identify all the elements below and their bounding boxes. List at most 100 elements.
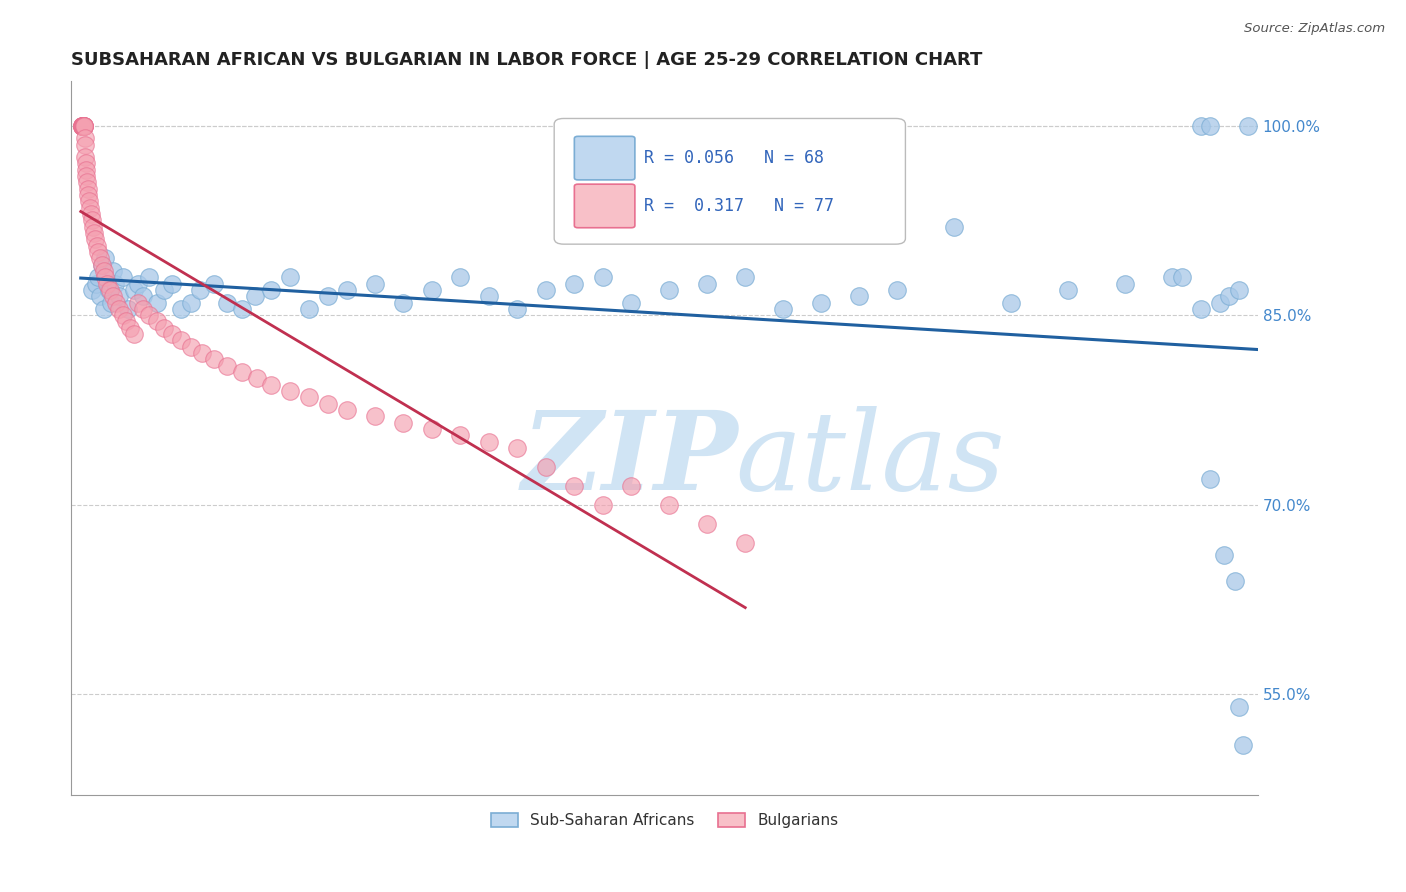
Point (1189, 119, 1212, 133)
Point (79, 201, 101, 215)
Point (94, 252, 117, 266)
Point (98, 283, 121, 297)
Point (231, 365, 253, 379)
Point (73, 119, 96, 133)
Point (734, 535, 756, 549)
Point (1223, 574, 1246, 588)
Legend: Sub-Saharan Africans, Bulgarians: Sub-Saharan Africans, Bulgarians (485, 807, 845, 834)
Point (202, 277, 225, 291)
Point (658, 283, 681, 297)
Point (449, 270, 471, 285)
Point (620, 295, 643, 310)
Point (93, 264, 115, 278)
Point (127, 295, 149, 310)
Point (1000, 295, 1022, 310)
Point (534, 283, 557, 297)
Point (1227, 283, 1250, 297)
FancyBboxPatch shape (554, 119, 905, 244)
Point (188, 283, 211, 297)
Point (478, 289, 501, 303)
Point (72, 119, 94, 133)
Point (564, 479, 586, 493)
Point (138, 308, 160, 322)
Point (82, 219, 104, 234)
Point (104, 277, 127, 291)
Text: R =  0.317   N = 77: R = 0.317 N = 77 (644, 196, 834, 215)
Point (111, 270, 134, 285)
Point (943, 219, 966, 234)
Point (101, 289, 124, 303)
Point (138, 270, 160, 285)
Point (215, 295, 238, 310)
Point (772, 301, 794, 316)
Point (70, 119, 93, 133)
Point (72, 119, 94, 133)
Point (160, 327, 183, 342)
Point (364, 277, 387, 291)
Point (170, 334, 193, 348)
Point (75, 156, 97, 170)
Point (420, 422, 443, 436)
Point (100, 295, 122, 310)
Point (145, 314, 167, 328)
Point (117, 301, 139, 316)
Point (101, 264, 124, 278)
Point (115, 314, 138, 328)
Point (87, 244, 110, 259)
Point (392, 416, 415, 430)
Point (145, 295, 167, 310)
Point (89, 252, 111, 266)
Point (191, 346, 214, 360)
Point (1209, 295, 1232, 310)
Point (259, 377, 281, 392)
Point (696, 277, 718, 291)
Point (72, 119, 94, 133)
Point (392, 295, 415, 310)
Point (70, 119, 93, 133)
Point (89, 289, 111, 303)
Point (72, 119, 94, 133)
Point (245, 289, 267, 303)
Point (1199, 472, 1222, 486)
Point (70, 119, 93, 133)
Point (84, 277, 107, 291)
Point (76, 182, 98, 196)
Point (202, 352, 225, 367)
Point (1171, 270, 1194, 285)
Point (1237, 119, 1260, 133)
Point (104, 295, 127, 310)
Point (90, 258, 112, 272)
Point (620, 479, 643, 493)
Point (1057, 283, 1080, 297)
Point (72, 119, 94, 133)
Point (72, 119, 94, 133)
Point (364, 409, 387, 424)
Point (1212, 549, 1234, 563)
Point (246, 371, 269, 385)
Point (506, 301, 529, 316)
Point (72, 119, 94, 133)
Point (1161, 270, 1184, 285)
Point (73, 131, 96, 145)
Point (848, 289, 870, 303)
Point (132, 301, 155, 316)
FancyBboxPatch shape (575, 136, 636, 180)
Point (180, 295, 202, 310)
Point (90, 258, 112, 272)
Text: SUBSAHARAN AFRICAN VS BULGARIAN IN LABOR FORCE | AGE 25-29 CORRELATION CHART: SUBSAHARAN AFRICAN VS BULGARIAN IN LABOR… (72, 51, 983, 69)
Point (696, 516, 718, 531)
Point (1232, 738, 1254, 752)
Point (478, 434, 501, 449)
Point (506, 441, 529, 455)
Point (107, 301, 129, 316)
Point (316, 396, 339, 410)
Point (107, 289, 129, 303)
Point (1227, 700, 1250, 714)
Point (127, 277, 149, 291)
Point (297, 301, 319, 316)
Point (77, 194, 100, 209)
Point (170, 301, 193, 316)
Point (886, 283, 908, 297)
Point (73, 119, 96, 133)
Point (335, 403, 357, 417)
